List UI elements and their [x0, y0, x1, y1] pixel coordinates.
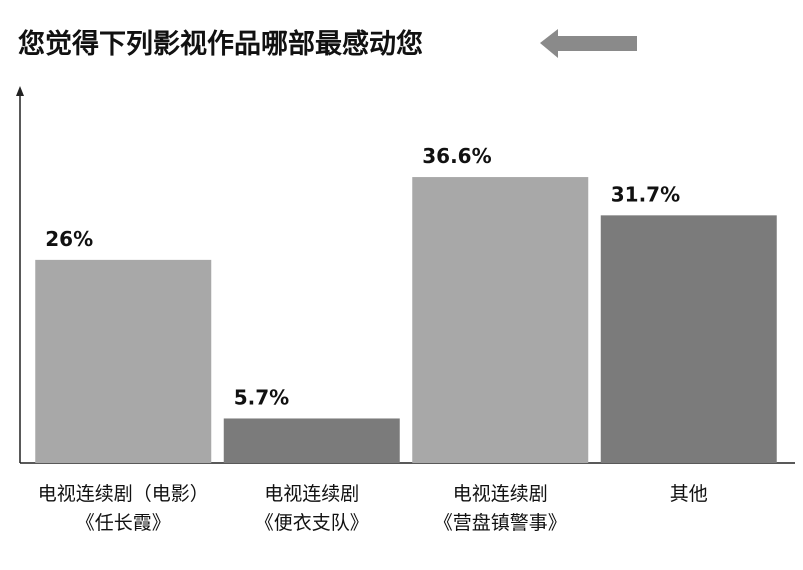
bar — [35, 259, 212, 463]
y-axis-arrow — [16, 86, 24, 96]
arrow-icon — [540, 29, 637, 58]
bar — [412, 177, 589, 463]
x-tick-label: 其他 — [669, 483, 708, 505]
x-tick-label: 电视连续剧 《便衣支队》 — [254, 483, 369, 534]
bar — [223, 418, 400, 463]
value-label: 36.6% — [422, 144, 491, 168]
value-label: 26% — [45, 227, 93, 251]
x-tick-label: 电视连续剧（电影） 《任长霞》 — [37, 483, 209, 534]
bar — [600, 215, 777, 463]
chart-title: 您觉得下列影视作品哪部最感动您 — [18, 29, 423, 60]
value-label: 31.7% — [611, 182, 680, 206]
value-label: 5.7% — [234, 385, 289, 409]
x-tick-label: 电视连续剧 《营盘镇警事》 — [433, 483, 567, 534]
